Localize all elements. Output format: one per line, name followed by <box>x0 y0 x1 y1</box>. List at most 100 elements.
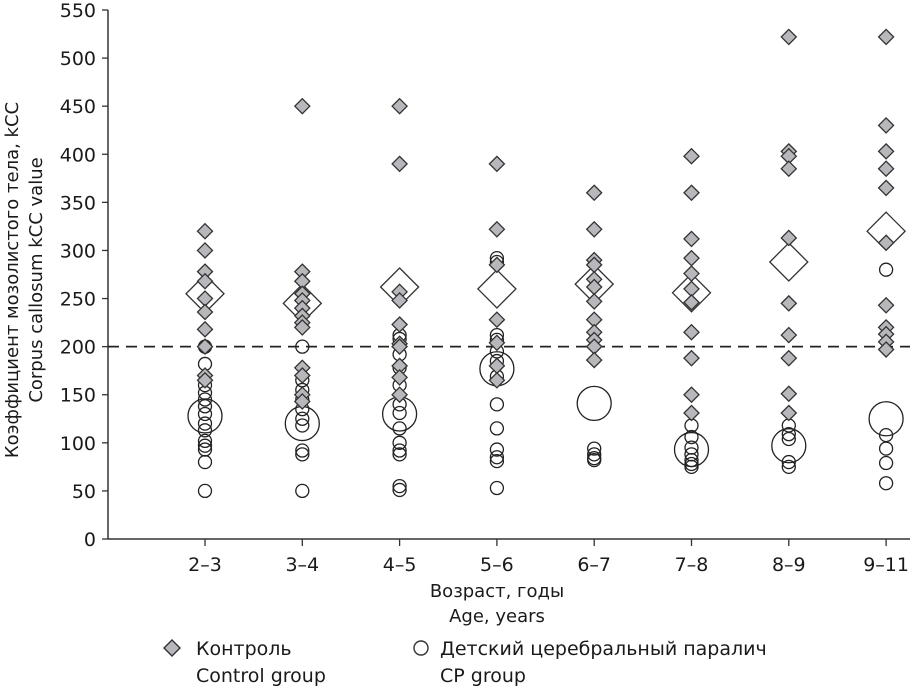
control-point <box>780 294 798 312</box>
control-point <box>877 28 895 46</box>
cp-point <box>392 447 407 462</box>
control-point <box>877 179 895 197</box>
y-tick-label: 500 <box>60 48 96 70</box>
control-point <box>391 316 409 333</box>
control-point <box>585 351 603 369</box>
control-point <box>683 230 700 248</box>
control-point <box>877 341 895 358</box>
cp-mean <box>868 401 904 437</box>
control-point <box>488 311 506 329</box>
x-tick-label: 2–3 <box>188 554 222 576</box>
control-point <box>391 338 409 356</box>
cp-point <box>587 452 602 468</box>
data-marks <box>185 28 907 499</box>
y-tick-label: 250 <box>60 289 96 311</box>
x-axis-title-en: Age, years <box>449 606 545 627</box>
control-point <box>780 385 798 403</box>
x-tick-label: 6–7 <box>577 554 611 576</box>
y-tick-label: 50 <box>72 481 96 503</box>
cp-point <box>392 482 407 498</box>
y-tick-label: 0 <box>84 529 96 551</box>
cp-point <box>197 416 213 431</box>
cp-mean <box>673 431 710 468</box>
cp-point <box>489 450 505 465</box>
control-point <box>196 272 214 290</box>
control-point <box>488 256 506 274</box>
control-point <box>877 160 895 178</box>
control-point <box>683 323 700 341</box>
cp-point <box>781 459 796 475</box>
legend-circle-icon <box>413 640 429 656</box>
control-point <box>488 371 506 389</box>
x-tick-label: 5–6 <box>480 554 514 576</box>
y-tick-label: 550 <box>60 0 96 22</box>
legend-control-ru: Контроль <box>196 638 292 660</box>
cp-point <box>781 427 796 442</box>
legend-control-en: Control group <box>196 665 326 687</box>
control-point <box>877 234 895 252</box>
control-point <box>683 147 700 165</box>
control-point <box>780 404 798 422</box>
legend-cp-en: CP group <box>440 665 526 687</box>
y-tick-label: 200 <box>60 337 96 359</box>
control-point <box>196 371 214 389</box>
cp-point <box>197 399 213 414</box>
control-mean <box>476 269 517 309</box>
cp-point <box>392 435 407 450</box>
control-point <box>683 293 700 311</box>
cp-point <box>197 442 213 457</box>
cp-point <box>489 480 505 496</box>
control-point <box>196 242 214 259</box>
cp-point <box>392 478 407 494</box>
cp-point <box>295 443 310 458</box>
y-tick-label: 350 <box>60 192 96 214</box>
control-point <box>780 229 798 247</box>
cp-point <box>684 429 699 445</box>
cp-point <box>197 483 213 499</box>
control-point <box>585 220 603 238</box>
y-tick-label: 400 <box>60 144 96 166</box>
control-point <box>683 184 700 202</box>
control-point <box>488 220 506 238</box>
control-point <box>585 293 603 310</box>
labels: Коэффициент мозолистого тела, kCC Corpus… <box>2 102 564 627</box>
cp-point <box>587 447 602 462</box>
cp-point <box>197 438 213 453</box>
cp-point <box>197 423 213 438</box>
cp-point <box>489 453 505 469</box>
x-axis-title-ru: Возраст, годы <box>430 581 564 602</box>
cp-point <box>295 483 310 499</box>
cp-point <box>878 262 894 277</box>
y-axis-title-ru: Коэффициент мозолистого тела, kCC <box>2 102 23 458</box>
control-point <box>877 296 895 314</box>
control-point <box>683 386 700 404</box>
control-point <box>293 97 311 115</box>
control-mean <box>671 272 712 313</box>
cp-point <box>392 443 407 458</box>
cp-point <box>197 406 213 422</box>
control-point <box>683 404 700 422</box>
control-point <box>488 334 506 352</box>
y-tick-label: 150 <box>60 385 96 407</box>
cp-point <box>781 431 796 447</box>
cp-point <box>295 411 310 426</box>
cp-point <box>878 441 894 456</box>
control-point <box>196 222 214 240</box>
cp-point <box>392 421 407 436</box>
x-tick-label: 3–4 <box>285 554 319 576</box>
control-point <box>391 368 409 386</box>
control-point <box>585 184 603 202</box>
x-tick-label: 9–11 <box>863 554 909 576</box>
x-tick-label: 4–5 <box>383 554 417 576</box>
control-point <box>391 386 409 404</box>
y-tick-label: 100 <box>60 433 96 455</box>
control-point <box>488 155 506 173</box>
control-point <box>293 393 311 410</box>
cp-point <box>684 459 699 475</box>
control-mean <box>768 242 809 282</box>
legend-cp-ru: Детский церебральный паралич <box>440 638 767 660</box>
control-point <box>196 338 214 356</box>
cp-point <box>197 454 213 470</box>
cp-point <box>587 441 602 456</box>
